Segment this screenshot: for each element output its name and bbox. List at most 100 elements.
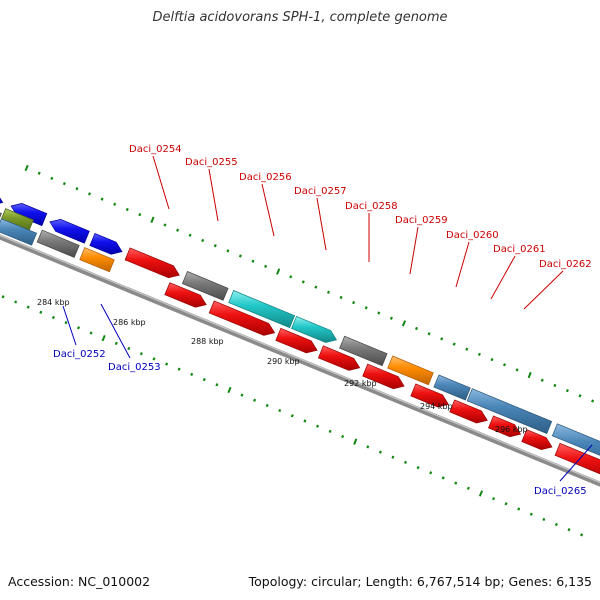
gene-label-top[interactable]: Daci_0261 bbox=[493, 244, 546, 255]
gene-l11[interactable] bbox=[410, 383, 449, 408]
gene-l7[interactable] bbox=[208, 300, 276, 336]
minor-tick bbox=[466, 486, 470, 490]
minor-tick bbox=[190, 372, 194, 377]
gene-l8[interactable] bbox=[275, 327, 318, 354]
minor-tick bbox=[315, 424, 320, 428]
minor-tick bbox=[591, 399, 595, 403]
gene-l12[interactable] bbox=[449, 399, 488, 424]
gene-l4[interactable] bbox=[36, 229, 80, 258]
scale-labels: 284 kbp 286 kbp 288 kbp 290 kbp 292 kbp 294 k… bbox=[37, 298, 528, 434]
gene-l3[interactable] bbox=[0, 218, 38, 246]
gene-daci-0259[interactable] bbox=[387, 355, 434, 386]
minor-tick bbox=[278, 409, 282, 413]
backbone-line bbox=[0, 234, 600, 487]
backbone bbox=[0, 234, 600, 487]
minor-tick bbox=[215, 383, 219, 387]
genes bbox=[0, 187, 600, 481]
gene-label-top[interactable]: Daci_0255 bbox=[185, 157, 238, 168]
leader-line bbox=[559, 444, 593, 482]
scale-label: 294 kbp bbox=[420, 402, 453, 411]
gene-l15[interactable] bbox=[554, 442, 600, 481]
minor-tick bbox=[529, 512, 533, 516]
gene-u3[interactable] bbox=[49, 219, 90, 244]
gene-daci-0255[interactable] bbox=[181, 271, 229, 301]
minor-tick bbox=[238, 254, 242, 258]
major-tick bbox=[101, 335, 106, 342]
minor-tick bbox=[202, 377, 206, 382]
backbone-highlight bbox=[0, 234, 600, 484]
minor-tick bbox=[188, 233, 192, 237]
leader-line bbox=[455, 241, 470, 288]
leader-line bbox=[261, 183, 275, 237]
gene-l10[interactable] bbox=[362, 363, 405, 390]
scale-ticks bbox=[1, 164, 595, 537]
gene-label-top[interactable]: Daci_0258 bbox=[345, 201, 398, 212]
minor-tick bbox=[314, 285, 318, 289]
minor-tick bbox=[452, 342, 456, 346]
gene-l13[interactable] bbox=[488, 415, 522, 438]
major-tick bbox=[24, 164, 29, 172]
minor-tick bbox=[290, 414, 294, 418]
minor-tick bbox=[289, 275, 293, 279]
gene-daci-0261[interactable] bbox=[466, 388, 553, 434]
minor-tick bbox=[377, 311, 381, 315]
minor-tick bbox=[303, 419, 307, 423]
gene-l1[interactable] bbox=[0, 203, 2, 226]
minor-tick bbox=[251, 259, 255, 263]
gene-daci-0257[interactable] bbox=[291, 315, 338, 343]
minor-tick bbox=[39, 310, 43, 314]
gene-label-bottom[interactable]: Daci_0252 bbox=[53, 349, 106, 360]
minor-tick bbox=[152, 357, 156, 361]
minor-tick bbox=[1, 295, 5, 299]
gene-label-bottom[interactable]: Daci_0265 bbox=[534, 486, 587, 497]
minor-tick bbox=[540, 378, 544, 382]
genome-summary-text: Topology: circular; Length: 6,767,514 bp… bbox=[248, 574, 592, 589]
minor-tick bbox=[554, 522, 558, 527]
gene-daci-0258[interactable] bbox=[339, 335, 388, 367]
leader-line bbox=[62, 305, 77, 346]
minor-tick bbox=[414, 326, 419, 331]
major-tick bbox=[276, 268, 281, 275]
gene-label-top[interactable]: Daci_0262 bbox=[539, 259, 592, 270]
gene-label-top[interactable]: Daci_0259 bbox=[395, 215, 448, 226]
gene-l14[interactable] bbox=[521, 429, 553, 450]
major-tick bbox=[527, 371, 532, 379]
minor-tick bbox=[50, 176, 54, 181]
minor-tick bbox=[265, 403, 269, 408]
gene-daci-0262[interactable] bbox=[551, 423, 600, 470]
minor-tick bbox=[76, 326, 81, 330]
minor-tick bbox=[201, 238, 205, 243]
minor-tick bbox=[113, 202, 117, 206]
minor-tick bbox=[326, 290, 331, 294]
scale-label: 292 kbp bbox=[344, 379, 377, 388]
minor-tick bbox=[253, 398, 257, 402]
gene-label-top[interactable]: Daci_0254 bbox=[129, 144, 182, 155]
gene-u4[interactable] bbox=[89, 232, 123, 255]
gene-label-top[interactable]: Daci_0256 bbox=[239, 172, 292, 183]
gene-label-top[interactable]: Daci_0257 bbox=[294, 186, 347, 197]
minor-tick bbox=[366, 445, 370, 449]
leader-line bbox=[490, 255, 516, 300]
minor-tick bbox=[391, 455, 395, 459]
gene-daci-0260[interactable] bbox=[433, 374, 471, 401]
scale-label: 296 kbp bbox=[495, 425, 528, 434]
minor-tick bbox=[504, 502, 508, 506]
minor-tick bbox=[341, 434, 345, 439]
gene-daci-0256[interactable] bbox=[228, 290, 296, 329]
minor-tick bbox=[465, 347, 469, 351]
gene-l6[interactable] bbox=[164, 282, 207, 308]
minor-tick bbox=[427, 332, 431, 336]
gene-daci-0253[interactable] bbox=[79, 247, 115, 273]
minor-tick bbox=[328, 429, 332, 434]
minor-tick bbox=[114, 341, 118, 346]
scale-label: 286 kbp bbox=[113, 318, 146, 327]
minor-tick bbox=[139, 352, 143, 356]
gene-label-top[interactable]: Daci_0260 bbox=[446, 230, 499, 241]
gene-l9[interactable] bbox=[317, 345, 361, 371]
gene-label-bottom[interactable]: Daci_0253 bbox=[108, 362, 161, 373]
minor-tick bbox=[580, 533, 584, 537]
gene-u1[interactable] bbox=[0, 187, 4, 205]
gene-daci-0254[interactable] bbox=[124, 247, 180, 279]
